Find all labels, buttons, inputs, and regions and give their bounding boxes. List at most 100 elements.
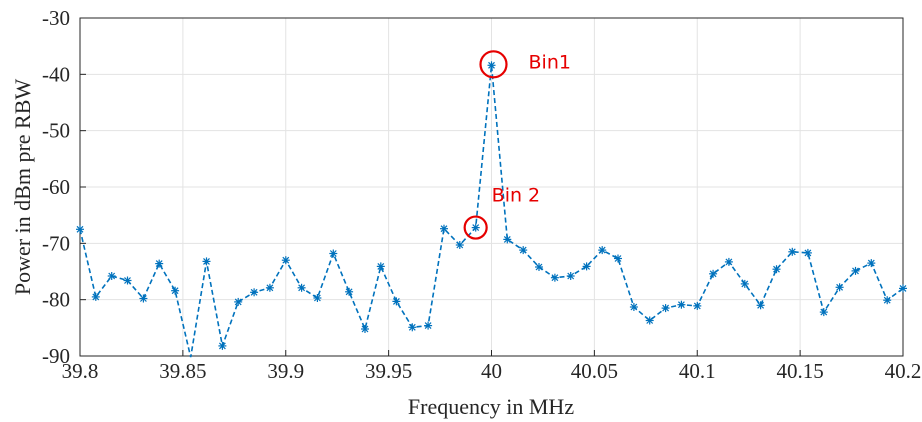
annotations: Bin1 Bin 2 (463, 50, 571, 240)
data-point-marker (376, 262, 385, 271)
y-tick-label: -50 (42, 119, 70, 143)
data-point-marker (265, 283, 274, 292)
marker-stroke (124, 277, 131, 284)
x-tick-label: 39.9 (267, 359, 304, 383)
marker-stroke (567, 272, 575, 280)
data-point-marker (408, 323, 417, 332)
data-point-marker (803, 248, 812, 257)
data-point-marker (519, 246, 528, 255)
data-point-marker (471, 223, 480, 232)
data-point-marker (392, 297, 401, 306)
marker-stroke (583, 262, 591, 270)
bin2-label: Bin 2 (492, 185, 540, 207)
data-point-marker (819, 308, 828, 317)
marker-stroke (899, 284, 907, 292)
x-tick-label: 39.85 (159, 359, 206, 383)
y-tick-label: -30 (42, 6, 70, 30)
marker-stroke (76, 225, 84, 233)
x-tick-label: 40.1 (679, 359, 716, 383)
x-axis-title: Frequency in MHz (408, 394, 574, 419)
marker-stroke (345, 288, 353, 296)
data-point-marker (281, 256, 290, 265)
x-tick-label: 40 (481, 359, 502, 383)
marker-stroke (488, 61, 495, 69)
data-point-marker (598, 246, 607, 255)
marker-stroke (836, 283, 844, 291)
marker-stroke (503, 235, 511, 243)
data-point-marker (867, 259, 876, 268)
marker-stroke (218, 342, 226, 350)
marker-stroke (773, 265, 780, 273)
marker-stroke (139, 295, 147, 302)
data-point-marker (345, 287, 354, 296)
marker-stroke (804, 249, 812, 257)
marker-stroke (852, 267, 859, 275)
data-point-marker (202, 257, 211, 266)
data-point-marker (629, 303, 638, 311)
marker-stroke (472, 224, 480, 232)
marker-stroke (361, 325, 369, 333)
bin1-label: Bin1 (529, 51, 571, 73)
marker-stroke (867, 259, 875, 267)
x-axis-ticks: 39.8 39.85 39.9 39.95 40 40.05 40.1 40.15 40.2 (62, 350, 921, 383)
data-point-marker (139, 294, 148, 303)
marker-stroke (440, 225, 448, 233)
bin2-circle (463, 215, 488, 240)
data-point-marker (91, 292, 100, 301)
data-point-marker (645, 316, 654, 325)
data-point-marker (772, 265, 781, 274)
data-point-marker (76, 225, 84, 234)
data-point-marker (250, 288, 259, 297)
marker-stroke (203, 257, 210, 265)
data-point-marker (535, 263, 543, 271)
marker-stroke (757, 301, 765, 309)
marker-stroke (662, 304, 670, 312)
marker-stroke (551, 274, 559, 282)
data-point-marker (677, 300, 686, 309)
marker-stroke (741, 280, 749, 288)
data-point-marker (123, 276, 132, 285)
series-line (79, 65, 904, 358)
y-tick-label: -70 (42, 231, 70, 255)
x-tick-label: 40.15 (777, 359, 824, 383)
marker-stroke (392, 297, 400, 305)
marker-stroke (298, 284, 306, 292)
marker-stroke (313, 294, 321, 302)
marker-stroke (519, 246, 527, 254)
x-tick-label: 39.8 (62, 359, 99, 383)
marker-stroke (630, 303, 638, 311)
x-tick-label: 40.05 (571, 359, 618, 383)
data-point-marker (218, 341, 227, 350)
marker-stroke (108, 272, 116, 280)
marker-stroke (282, 256, 290, 264)
marker-stroke (250, 288, 258, 296)
marker-stroke (377, 262, 385, 270)
marker-stroke (709, 270, 717, 278)
data-point-marker (550, 273, 559, 282)
data-point-marker (661, 304, 670, 313)
y-tick-label: -60 (42, 175, 70, 199)
data-point-marker (693, 301, 702, 310)
marker-stroke (266, 284, 274, 292)
y-tick-label: -80 (42, 288, 70, 312)
marker-stroke (171, 287, 179, 295)
marker-stroke (693, 302, 701, 310)
marker-stroke (788, 248, 796, 256)
data-point-marker (740, 279, 749, 288)
marker-stroke (456, 241, 464, 249)
marker-stroke (234, 298, 242, 306)
data-point-marker (883, 296, 892, 305)
series-markers (76, 61, 907, 350)
y-tick-label: -90 (42, 344, 70, 368)
data-point-marker (361, 325, 369, 333)
marker-stroke (614, 255, 622, 262)
marker-stroke (92, 293, 100, 301)
data-point-marker (788, 247, 797, 256)
data-point-marker (487, 61, 496, 70)
data-point-marker (709, 269, 718, 278)
data-point-marker (107, 272, 116, 280)
data-point-marker (171, 286, 180, 295)
data-point-marker (566, 272, 575, 280)
marker-stroke (535, 263, 543, 271)
